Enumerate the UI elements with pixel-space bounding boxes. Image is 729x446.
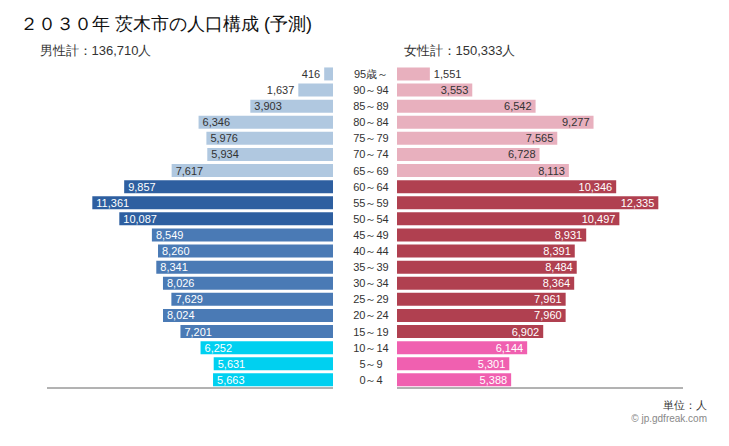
svg-text:8,024: 8,024 — [167, 309, 195, 321]
svg-text:6,542: 6,542 — [504, 100, 532, 112]
svg-text:8,341: 8,341 — [160, 261, 188, 273]
svg-text:10,346: 10,346 — [578, 181, 612, 193]
svg-text:10～14: 10～14 — [353, 342, 388, 354]
svg-text:90～94: 90～94 — [353, 84, 388, 96]
svg-text:65～69: 65～69 — [353, 165, 388, 177]
svg-text:20～24: 20～24 — [353, 309, 388, 321]
svg-text:7,961: 7,961 — [534, 293, 562, 305]
svg-text:5,663: 5,663 — [217, 374, 245, 386]
svg-text:7,201: 7,201 — [184, 326, 212, 338]
svg-text:8,391: 8,391 — [543, 245, 571, 257]
svg-text:6,728: 6,728 — [508, 148, 536, 160]
svg-text:1,637: 1,637 — [266, 84, 294, 96]
html-text:２０３０年 茨木市の人口構成 (予測): ２０３０年 茨木市の人口構成 (予測) — [20, 14, 312, 34]
svg-text:75～79: 75～79 — [353, 132, 388, 144]
svg-text:8,364: 8,364 — [542, 277, 570, 289]
svg-text:60～64: 60～64 — [353, 181, 388, 193]
svg-text:30～34: 30～34 — [353, 277, 388, 289]
html-text:© jp.gdfreak.com: © jp.gdfreak.com — [631, 413, 707, 424]
svg-text:3,553: 3,553 — [440, 84, 468, 96]
svg-text:9,277: 9,277 — [562, 116, 590, 128]
svg-text:35～39: 35～39 — [353, 261, 388, 273]
svg-text:8,260: 8,260 — [162, 245, 190, 257]
svg-text:5,976: 5,976 — [210, 132, 238, 144]
svg-text:1,551: 1,551 — [433, 68, 461, 80]
svg-text:25～29: 25～29 — [353, 293, 388, 305]
svg-text:3,903: 3,903 — [254, 100, 282, 112]
svg-text:10,087: 10,087 — [123, 213, 157, 225]
svg-text:12,335: 12,335 — [620, 197, 654, 209]
svg-text:45～49: 45～49 — [353, 229, 388, 241]
svg-text:7,617: 7,617 — [175, 165, 203, 177]
svg-text:7,565: 7,565 — [525, 132, 553, 144]
svg-text:9,857: 9,857 — [128, 181, 156, 193]
svg-text:70～74: 70～74 — [353, 148, 388, 160]
svg-text:6,902: 6,902 — [511, 326, 539, 338]
svg-text:50～54: 50～54 — [353, 213, 388, 225]
svg-text:7,629: 7,629 — [175, 293, 203, 305]
html-text:単位：人: 単位：人 — [663, 399, 707, 411]
svg-text:80～84: 80～84 — [353, 116, 388, 128]
svg-text:8,549: 8,549 — [155, 229, 183, 241]
svg-text:5,631: 5,631 — [217, 358, 245, 370]
svg-text:11,361: 11,361 — [96, 197, 129, 209]
svg-text:15～19: 15～19 — [353, 326, 388, 338]
svg-text:8,113: 8,113 — [538, 165, 565, 177]
svg-text:55～59: 55～59 — [353, 197, 388, 209]
svg-text:10,497: 10,497 — [581, 213, 615, 225]
svg-text:8,931: 8,931 — [554, 229, 582, 241]
html-text:女性計：150,333人: 女性計：150,333人 — [403, 43, 516, 58]
svg-text:416: 416 — [301, 68, 319, 80]
svg-text:5,934: 5,934 — [211, 148, 239, 160]
svg-text:5,301: 5,301 — [477, 358, 505, 370]
svg-text:0～4: 0～4 — [359, 374, 382, 386]
svg-text:8,026: 8,026 — [166, 277, 194, 289]
svg-text:85～89: 85～89 — [353, 100, 388, 112]
svg-text:8,484: 8,484 — [545, 261, 573, 273]
html-text:男性計：136,710人: 男性計：136,710人 — [39, 43, 152, 58]
svg-text:6,144: 6,144 — [495, 342, 523, 354]
svg-text:6,346: 6,346 — [202, 116, 230, 128]
svg-text:95歳～: 95歳～ — [353, 68, 387, 80]
svg-text:5,388: 5,388 — [479, 374, 507, 386]
svg-text:6,252: 6,252 — [204, 342, 232, 354]
svg-text:5～9: 5～9 — [359, 358, 382, 370]
svg-text:7,960: 7,960 — [534, 309, 562, 321]
svg-text:40～44: 40～44 — [353, 245, 388, 257]
